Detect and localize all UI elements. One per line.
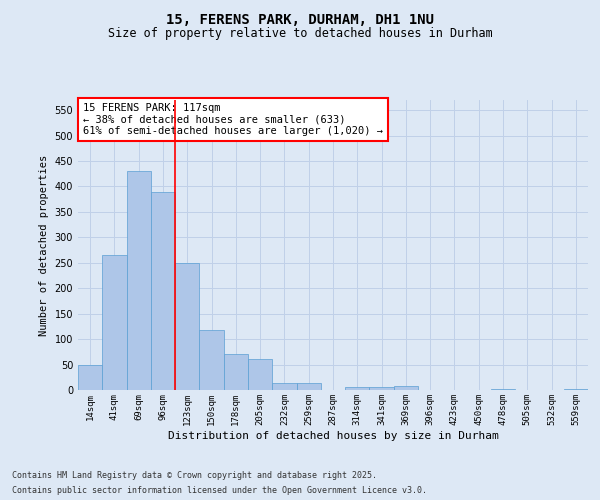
Bar	[248, 360, 272, 390]
Bar	[175, 263, 199, 390]
Bar	[102, 255, 127, 390]
Text: 15, FERENS PARK, DURHAM, DH1 1NU: 15, FERENS PARK, DURHAM, DH1 1NU	[166, 12, 434, 26]
Bar	[224, 354, 248, 390]
Text: Contains HM Land Registry data © Crown copyright and database right 2025.: Contains HM Land Registry data © Crown c…	[12, 471, 377, 480]
Bar	[272, 383, 296, 390]
Bar	[370, 387, 394, 390]
Bar	[296, 384, 321, 390]
Bar	[151, 192, 175, 390]
Y-axis label: Number of detached properties: Number of detached properties	[39, 154, 49, 336]
Bar	[199, 330, 224, 390]
Text: 15 FERENS PARK: 117sqm
← 38% of detached houses are smaller (633)
61% of semi-de: 15 FERENS PARK: 117sqm ← 38% of detached…	[83, 103, 383, 136]
Bar	[78, 364, 102, 390]
Bar	[345, 388, 370, 390]
Bar	[394, 386, 418, 390]
X-axis label: Distribution of detached houses by size in Durham: Distribution of detached houses by size …	[167, 430, 499, 440]
Text: Contains public sector information licensed under the Open Government Licence v3: Contains public sector information licen…	[12, 486, 427, 495]
Bar	[127, 171, 151, 390]
Text: Size of property relative to detached houses in Durham: Size of property relative to detached ho…	[107, 28, 493, 40]
